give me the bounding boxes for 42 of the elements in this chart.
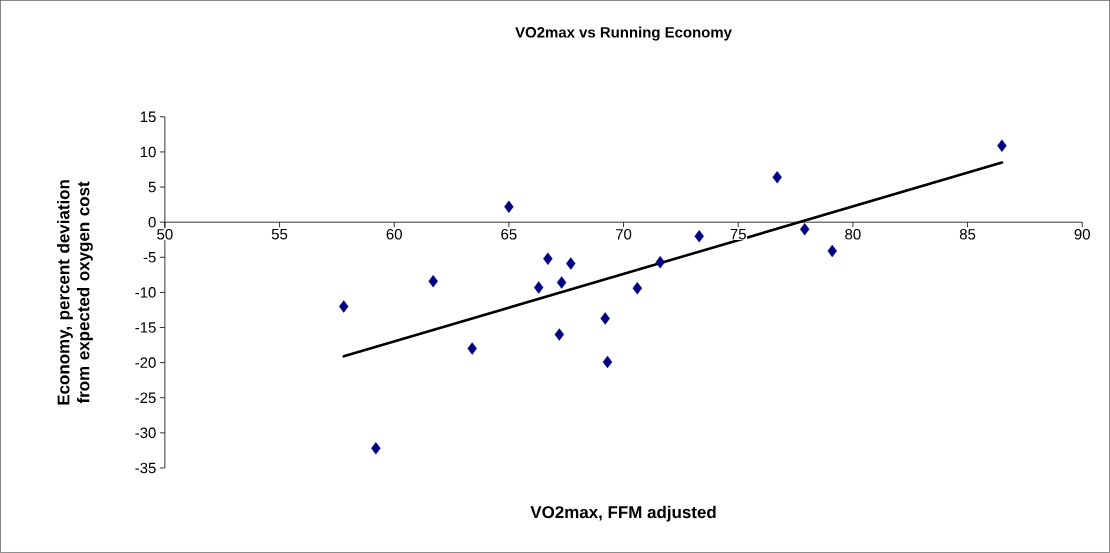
x-axis-title: VO2max, FFM adjusted xyxy=(530,505,716,522)
y-tick-label: -20 xyxy=(135,357,156,369)
point xyxy=(543,252,553,265)
y-tick-label: -5 xyxy=(143,252,156,263)
y-tick-label: 5 xyxy=(148,181,156,193)
y-tick-label: -25 xyxy=(135,392,156,404)
x-tick-label: 70 xyxy=(615,229,632,240)
point xyxy=(371,442,381,455)
x-tick-label: 65 xyxy=(501,229,517,240)
y-tick-label: -15 xyxy=(135,322,156,333)
y-tick-label: 15 xyxy=(140,111,156,123)
point xyxy=(827,244,837,258)
point xyxy=(554,328,565,341)
y-tick-label: 0 xyxy=(148,216,156,228)
point xyxy=(800,223,810,236)
point xyxy=(339,300,349,313)
point xyxy=(772,171,782,184)
x-tick-label: 80 xyxy=(845,229,861,240)
x-tick-label: 85 xyxy=(959,229,976,240)
point xyxy=(533,281,544,294)
point xyxy=(566,257,576,270)
x-tick-label: 75 xyxy=(730,229,746,240)
point xyxy=(600,312,610,325)
y-axis-title: Economy, percent deviation from expected oxygen cost xyxy=(57,180,93,405)
y-tick-label: -10 xyxy=(135,287,156,298)
point xyxy=(632,282,642,295)
point xyxy=(556,276,567,289)
point xyxy=(694,230,704,243)
point xyxy=(504,200,514,214)
y-tick-label: -35 xyxy=(135,462,156,474)
point xyxy=(428,275,438,288)
point xyxy=(602,355,613,369)
x-tick-label: 60 xyxy=(386,229,402,240)
x-tick-label: 55 xyxy=(271,229,288,240)
point xyxy=(655,256,665,269)
chart-title: VO2max vs Running Economy xyxy=(515,26,732,41)
y-tick-label: 10 xyxy=(140,146,156,158)
y-tick-label: -30 xyxy=(135,427,156,439)
x-tick-label: 50 xyxy=(157,229,173,240)
x-tick-label: 90 xyxy=(1074,229,1090,240)
point xyxy=(997,139,1007,152)
point xyxy=(467,342,477,355)
